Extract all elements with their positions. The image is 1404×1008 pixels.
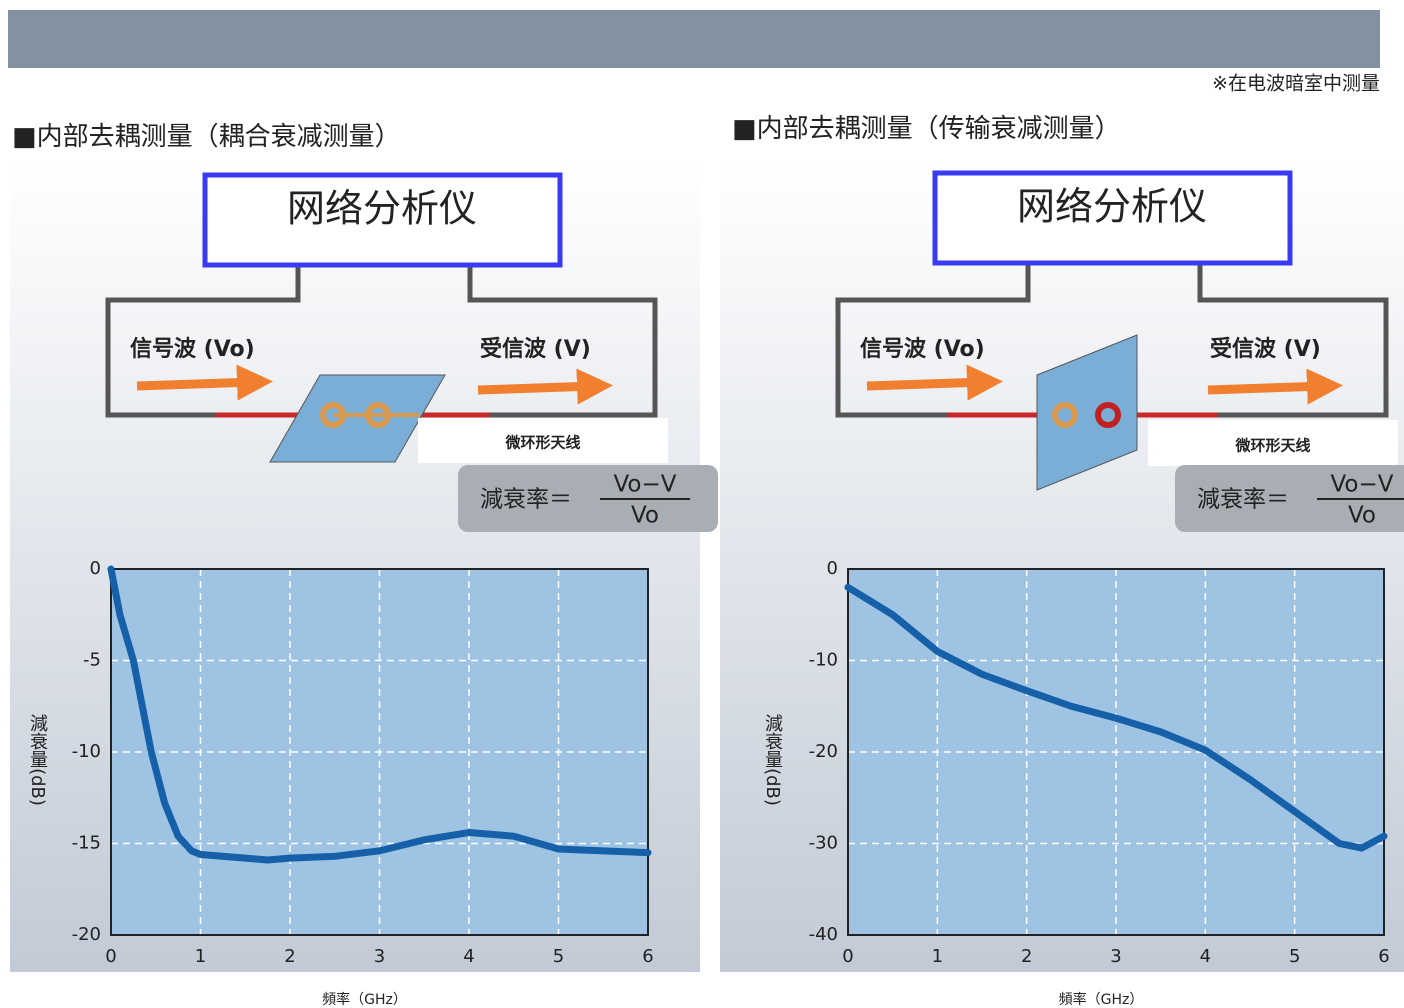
y-tick-label: -20: [72, 924, 101, 945]
board: [269, 374, 446, 463]
y-tick-label: -40: [809, 924, 838, 945]
loop: [1052, 402, 1078, 428]
antenna-box: [418, 418, 668, 463]
analyzer-label: 网络分析仪: [1017, 185, 1207, 229]
formula-box: [458, 465, 718, 532]
antenna-label: 微环形天线: [504, 434, 580, 452]
x-tick-label: 5: [553, 946, 564, 967]
y-tick-label: -15: [72, 833, 101, 854]
panel-title: ■内部去耦测量（耦合衰减测量）: [12, 122, 401, 152]
y-tick-label: -10: [809, 650, 838, 671]
x-tick-label: 0: [842, 946, 853, 967]
analyzer-label: 网络分析仪: [287, 187, 477, 231]
y-tick-label: -5: [83, 650, 101, 671]
y-tick-label: -10: [72, 741, 101, 762]
plot-frame: [110, 568, 649, 936]
y-tick-label: -30: [809, 833, 838, 854]
loop: [365, 402, 391, 428]
diagram: 网络分析仪 信号波 (Vo) 受信波 (V) 微环形天线 減衰率＝ Vo−V V…: [835, 170, 1404, 532]
formula-denominator: Vo: [1348, 503, 1376, 529]
y-tick-label: 0: [90, 558, 101, 579]
y-axis-label: 減衰量(dB): [27, 714, 48, 806]
analyzer-box: [202, 172, 563, 268]
analyzer-box: [932, 170, 1293, 266]
signal-label: 信号波 (Vo): [130, 336, 255, 362]
arrow: [136, 364, 273, 401]
formula-lhs: 減衰率＝: [480, 487, 572, 513]
formula-lhs: 減衰率＝: [1197, 487, 1289, 513]
received-label: 受信波 (V): [480, 336, 591, 362]
x-tick-label: 4: [1200, 946, 1211, 967]
x-tick-label: 1: [195, 946, 206, 967]
data-line: [107, 565, 652, 864]
arrow: [866, 364, 1003, 401]
signal-label: 信号波 (Vo): [860, 336, 985, 362]
x-tick-label: 3: [374, 946, 385, 967]
y-axis-label: 減衰量(dB): [762, 714, 783, 806]
x-tick-label: 2: [284, 946, 295, 967]
antenna-box: [1148, 420, 1398, 466]
x-tick-label: 3: [1110, 946, 1121, 967]
y-tick-label: 0: [827, 558, 838, 579]
board: [1036, 334, 1138, 491]
antenna-label: 微环形天线: [1234, 437, 1310, 455]
diagram: 网络分析仪 信号波 (Vo) 受信波 (V) 微环形天线 減衰率＝ Vo−V V…: [105, 172, 718, 532]
formula-denominator: Vo: [631, 503, 659, 529]
x-tick-label: 0: [105, 946, 116, 967]
header-note: ※在电波暗室中测量: [1212, 73, 1380, 95]
wire: [105, 266, 658, 418]
loop: [1095, 402, 1121, 428]
plot-frame: [847, 568, 1385, 936]
formula-numerator: Vo−V: [1330, 472, 1393, 498]
formula-box: [1175, 465, 1404, 532]
x-tick-label: 5: [1289, 946, 1300, 967]
x-tick-label: 6: [1378, 946, 1389, 967]
x-tick-label: 2: [1021, 946, 1032, 967]
formula-numerator: Vo−V: [613, 472, 676, 498]
loop: [320, 402, 346, 428]
x-tick-label: 1: [932, 946, 943, 967]
x-tick-label: 6: [642, 946, 653, 967]
arrow: [1207, 368, 1343, 405]
arrow: [477, 368, 613, 405]
wire: [835, 265, 1389, 418]
panel-title: ■内部去耦测量（传输衰减测量）: [732, 114, 1121, 144]
received-label: 受信波 (V): [1210, 336, 1321, 362]
x-axis-label: 頻率（GHz）: [1059, 991, 1144, 1008]
header-bar: [8, 10, 1380, 68]
y-tick-label: -20: [809, 741, 838, 762]
x-tick-label: 4: [463, 946, 474, 967]
data-line: [844, 583, 1388, 852]
x-axis-label: 頻率（GHz）: [322, 991, 407, 1008]
